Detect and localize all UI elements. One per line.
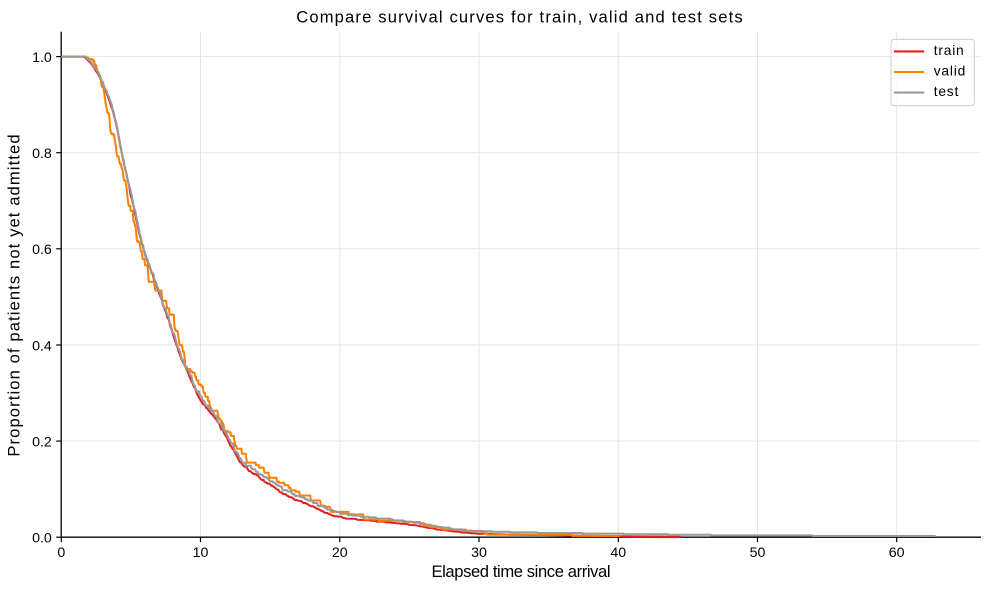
svg-text:1.0: 1.0 <box>32 50 52 66</box>
svg-text:40: 40 <box>610 545 626 561</box>
svg-text:valid: valid <box>934 63 966 78</box>
svg-text:0.2: 0.2 <box>32 434 52 450</box>
svg-text:30: 30 <box>471 545 487 561</box>
svg-text:0.0: 0.0 <box>32 531 52 547</box>
svg-text:Elapsed time since arrival: Elapsed time since arrival <box>431 562 610 581</box>
svg-text:50: 50 <box>750 545 766 561</box>
svg-text:60: 60 <box>889 545 905 561</box>
svg-text:Compare survival curves for tr: Compare survival curves for train, valid… <box>296 8 744 27</box>
svg-text:test: test <box>934 84 959 99</box>
svg-text:10: 10 <box>193 545 209 561</box>
svg-text:Proportion of patients not yet: Proportion of patients not yet admitted <box>5 133 24 456</box>
svg-text:0.4: 0.4 <box>32 338 52 354</box>
svg-text:0: 0 <box>57 545 65 561</box>
svg-text:train: train <box>934 43 965 58</box>
svg-text:0.8: 0.8 <box>32 146 52 162</box>
svg-text:20: 20 <box>332 545 348 561</box>
svg-text:0.6: 0.6 <box>32 242 52 258</box>
